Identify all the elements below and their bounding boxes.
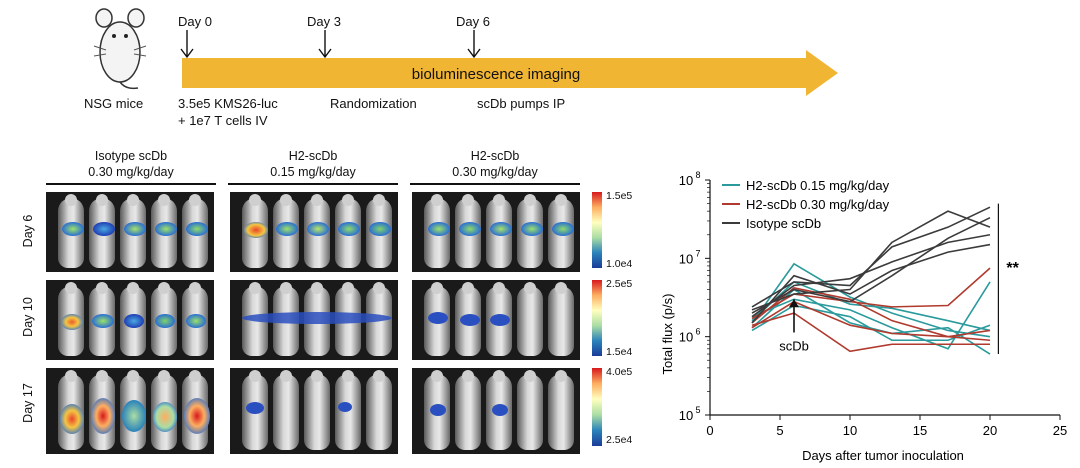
day3-arrow-icon: [318, 30, 332, 59]
y-tick-exponent: 8: [695, 170, 700, 180]
group-header: Isotype scDb 0.30 mg/kg/day: [88, 149, 174, 179]
mouse-label: NSG mice: [84, 96, 144, 111]
series-line: [751, 280, 991, 332]
x-tick-label: 25: [1053, 423, 1067, 438]
y-tick-label: 10: [679, 330, 693, 345]
imaging-panel: [46, 368, 214, 454]
group-divider: [228, 183, 398, 185]
y-axis-label: Total flux (p/s): [660, 294, 675, 375]
x-tick-label: 0: [706, 423, 713, 438]
scale-min: 2.5e4: [606, 434, 633, 446]
annotation-arrowhead: [789, 299, 799, 308]
y-tick-label: 10: [679, 251, 693, 266]
row-label: Day 6: [21, 214, 35, 248]
series-line: [751, 243, 991, 324]
y-tick-exponent: 5: [695, 405, 700, 415]
imaging-panel: [230, 368, 398, 454]
series-line: [751, 210, 991, 311]
y-tick-exponent: 6: [695, 327, 700, 337]
timeline-arrow: bioluminescence imaging: [182, 50, 838, 96]
x-tick-label: 20: [983, 423, 997, 438]
x-tick-label: 15: [913, 423, 927, 438]
mouse-icon: [93, 8, 147, 90]
y-tick-label: 10: [679, 173, 693, 188]
scale-max: 4.0e5: [606, 366, 633, 378]
day6-label: Day 6: [456, 14, 490, 29]
scale-max: 1.5e5: [606, 190, 633, 202]
day6-arrow-icon: [467, 30, 481, 59]
day6-desc: scDb pumps IP: [477, 96, 566, 111]
significance-label: **: [1006, 260, 1019, 277]
x-tick-label: 5: [776, 423, 783, 438]
imaging-panel: [412, 280, 580, 360]
x-axis-label: Days after tumor inoculation: [802, 448, 964, 463]
group-header: H2-scDb 0.30 mg/kg/day: [452, 149, 538, 179]
series-line: [751, 312, 990, 353]
y-tick-exponent: 7: [695, 248, 700, 258]
day3-label: Day 3: [307, 14, 341, 29]
scale-max: 2.5e5: [606, 278, 633, 290]
day0-desc-1: 3.5e5 KMS26-luc: [178, 96, 278, 111]
scale-min: 1.0e4: [606, 258, 633, 270]
legend-label: H2-scDb 0.30 mg/kg/day: [746, 197, 890, 212]
day0-label: Day 0: [178, 14, 212, 29]
scdb-annotation: scDb: [779, 338, 809, 353]
imaging-panel: [46, 280, 214, 360]
legend-label: Isotype scDb: [746, 216, 821, 231]
imaging-panel: [412, 368, 580, 454]
color-scale-bar: [592, 192, 602, 268]
imaging-panel: [46, 192, 214, 272]
day0-desc-2: + 1e7 T cells IV: [178, 113, 268, 128]
color-scale-bar: [592, 280, 602, 356]
legend-label: H2-scDb 0.15 mg/kg/day: [746, 178, 890, 193]
group-divider: [410, 183, 580, 185]
series-line: [751, 216, 991, 314]
x-tick-label: 10: [843, 423, 857, 438]
imaging-panel: [230, 192, 398, 272]
series-line: [751, 267, 991, 320]
series-line: [751, 300, 991, 342]
series-line: [751, 233, 991, 318]
row-label: Day 10: [21, 297, 35, 337]
row-label: Day 17: [21, 383, 35, 423]
color-scale-bar: [592, 368, 602, 446]
imaging-panel: [412, 192, 580, 272]
scale-min: 1.5e4: [606, 346, 633, 358]
y-tick-label: 10: [679, 408, 693, 423]
imaging-panel: [230, 280, 398, 360]
group-divider: [46, 183, 216, 185]
day0-arrow-icon: [180, 30, 194, 59]
timeline-arrow-text: bioluminescence imaging: [412, 66, 580, 83]
group-header: H2-scDb 0.15 mg/kg/day: [270, 149, 356, 179]
day3-desc: Randomization: [330, 96, 417, 111]
